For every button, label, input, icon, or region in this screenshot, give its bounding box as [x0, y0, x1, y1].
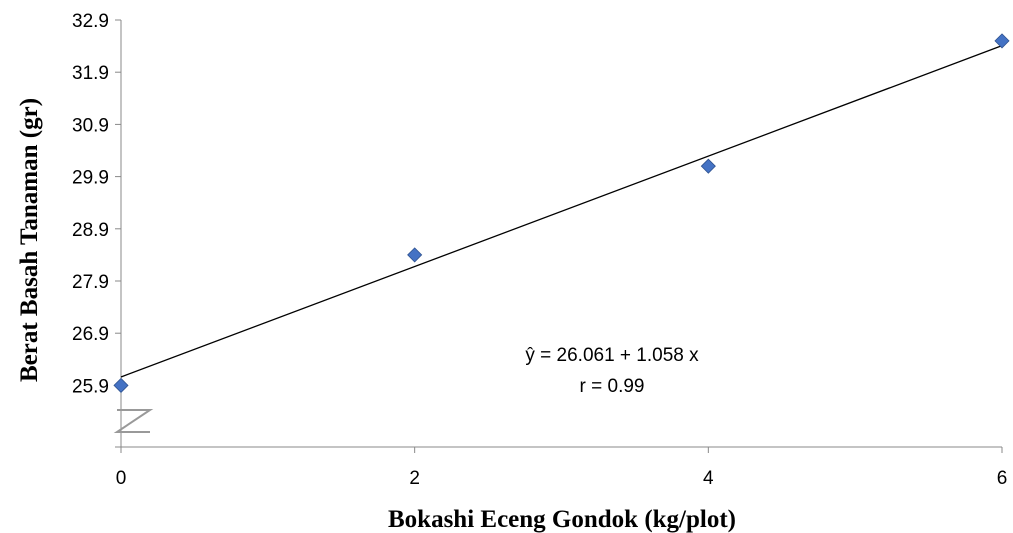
- x-axis-title: Bokashi Eceng Gondok (kg/plot): [388, 506, 736, 533]
- x-tick-label: 2: [409, 468, 420, 489]
- x-tick-label: 6: [997, 468, 1008, 489]
- y-tick-label: 30.9: [72, 115, 109, 136]
- y-tick-label: 26.9: [72, 324, 109, 345]
- data-point: [407, 247, 423, 263]
- data-points: [113, 33, 1010, 393]
- y-axis-title: Berat Basah Tanaman (gr): [16, 98, 43, 382]
- data-point: [994, 33, 1010, 49]
- x-tick-label: 4: [703, 468, 714, 489]
- y-axis-break: [113, 409, 154, 433]
- y-tick-label: 29.9: [72, 168, 109, 189]
- x-tick-group: 0 2 4 6: [116, 447, 1008, 489]
- y-tick-label: 31.9: [72, 63, 109, 84]
- y-tick-group: 25.9 26.9 27.9 28.9 29.9 30.9 31.9 32.9: [72, 11, 121, 448]
- y-tick-label: 32.9: [72, 11, 109, 32]
- data-point: [113, 377, 129, 393]
- data-point: [700, 158, 716, 174]
- y-tick-label: 28.9: [72, 220, 109, 241]
- y-tick-label: 27.9: [72, 272, 109, 293]
- r-annotation: r = 0.99: [580, 376, 645, 397]
- y-tick-label: 25.9: [72, 376, 109, 397]
- trendline: [120, 45, 1003, 378]
- x-tick-label: 0: [116, 468, 127, 489]
- equation-annotation: ŷ = 26.061 + 1.058 x: [525, 345, 699, 366]
